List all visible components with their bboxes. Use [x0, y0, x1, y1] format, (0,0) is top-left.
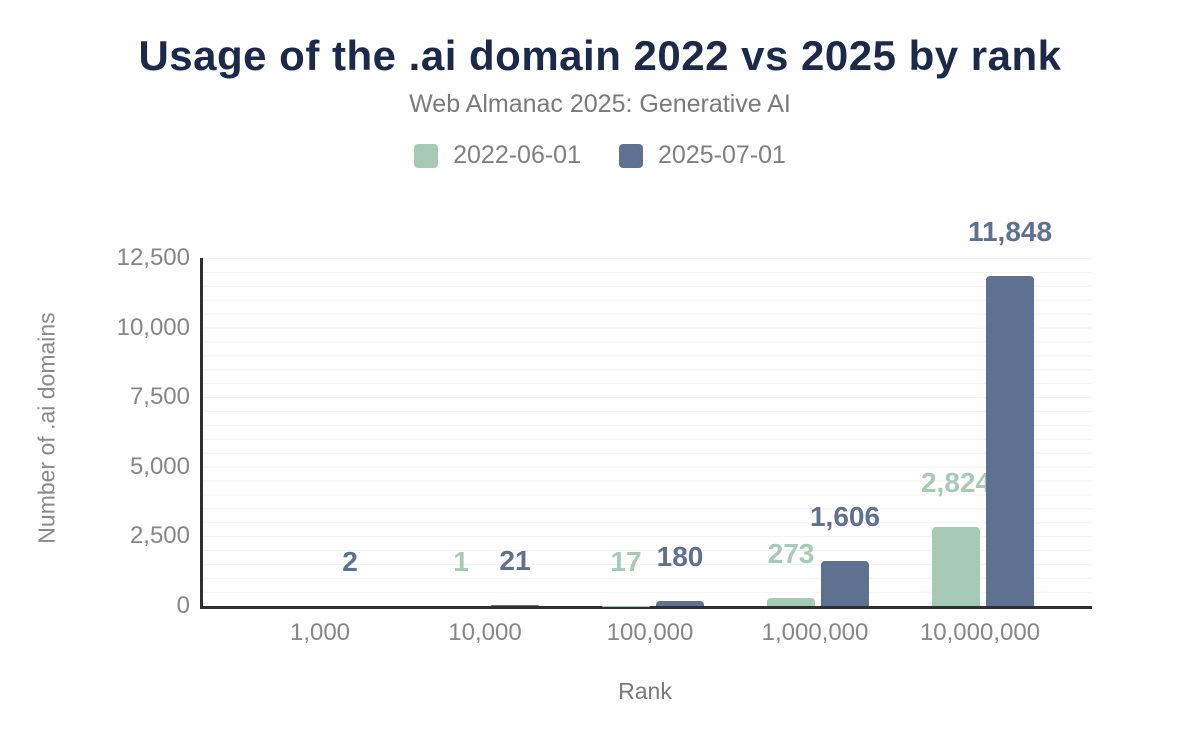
x-tick-label: 1,000 [289, 619, 351, 646]
y-tick-label: 7,500 [129, 383, 190, 411]
x-tick-label: 100,000 [606, 619, 694, 646]
bar-2025-07-01-10,000 [491, 605, 539, 606]
value-label-2025-07-01-10,000: 21 [499, 545, 531, 577]
y-tick-label: 5,000 [129, 452, 190, 480]
x-axis-title: Rank [618, 678, 672, 704]
legend-label-2022: 2022-06-01 [453, 141, 581, 169]
plot-area: 1 17 273 2,824 2 21 180 1,606 11,848 [200, 218, 1092, 609]
legend: 2022-06-01 2025-07-01 [0, 141, 1200, 170]
chart-subtitle: Web Almanac 2025: Generative AI [409, 90, 791, 118]
bar-2025-07-01-10,000,000 [986, 276, 1034, 606]
legend-swatch-2025 [619, 143, 643, 168]
x-tick-label: 10,000 [448, 619, 522, 646]
chart-title: Usage of the .ai domain 2022 vs 2025 by … [138, 32, 1062, 79]
bar-2025-07-01-100,000 [656, 601, 704, 606]
value-label-2025-07-01-1,000: 2 [342, 545, 358, 577]
y-tick-label: 0 [176, 592, 190, 619]
value-label-2022-06-01-1,000,000: 273 [767, 538, 815, 570]
legend-item-2022: 2022-06-01 [414, 141, 581, 170]
bar-2025-07-01-1,000,000 [821, 561, 869, 606]
legend-label-2025: 2025-07-01 [658, 141, 786, 169]
y-tick-label: 10,000 [116, 313, 190, 341]
value-label-2025-07-01-100,000: 180 [656, 541, 704, 572]
legend-item-2025: 2025-07-01 [619, 141, 786, 170]
value-label-2022-06-01-100,000: 17 [610, 545, 642, 577]
y-axis-title: Number of .ai domains [33, 312, 60, 544]
bar-2022-06-01-1,000,000 [767, 598, 815, 606]
value-label-2022-06-01-10,000: 1 [453, 545, 469, 577]
x-tick-label: 10,000,000 [919, 619, 1041, 646]
y-tick-label: 2,500 [129, 522, 190, 550]
y-tick-label: 12,500 [116, 244, 190, 271]
x-tick-label: 1,000,000 [761, 619, 869, 646]
value-label-2025-07-01-1,000,000: 1,606 [809, 501, 881, 533]
value-label-2025-07-01-10,000,000: 11,848 [967, 216, 1053, 248]
bar-2022-06-01-10,000,000 [932, 527, 980, 606]
legend-swatch-2022 [414, 143, 439, 168]
value-label-2022-06-01-10,000,000: 2,824 [920, 467, 992, 499]
